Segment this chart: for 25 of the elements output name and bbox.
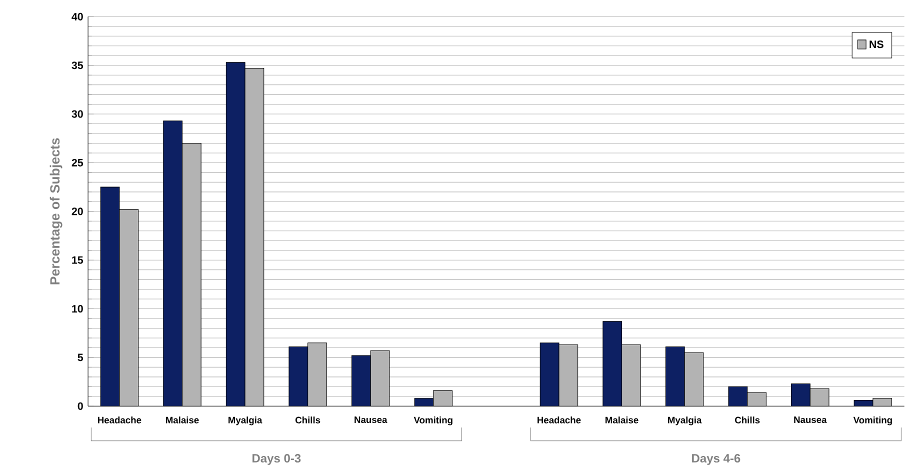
y-tick-label: 10 bbox=[72, 304, 83, 312]
x-tick-label: Myalgia bbox=[668, 416, 702, 426]
y-tick-label: 25 bbox=[72, 158, 84, 166]
x-tick-label: Malaise bbox=[606, 416, 638, 424]
y-tick-label: 35 bbox=[72, 61, 84, 70]
y-axis-title: Percentage of Subjects bbox=[50, 138, 62, 284]
y-tick-label: 0 bbox=[78, 402, 83, 410]
x-tick-label: Vomiting bbox=[853, 416, 892, 426]
x-tick-label: Nausea bbox=[794, 416, 827, 423]
x-tick-label: Malaise bbox=[166, 416, 199, 424]
y-tick-label: 20 bbox=[72, 208, 83, 216]
y-tick-label: 15 bbox=[72, 256, 84, 264]
y-tick-label: 5 bbox=[78, 354, 84, 362]
legend-label: NS bbox=[870, 40, 884, 48]
x-tick-label: Headache bbox=[98, 416, 142, 424]
text: Days 0-3 bbox=[252, 454, 301, 465]
x-tick-label: Headache bbox=[538, 416, 581, 424]
x-tick-label: Nausea bbox=[354, 416, 388, 423]
text: Days 4-6 bbox=[692, 454, 740, 465]
x-tick-label: Chills bbox=[295, 416, 320, 424]
y-tick-label: 30 bbox=[72, 110, 83, 118]
x-tick-label: Vomiting bbox=[414, 416, 452, 426]
x-tick-label: Chills bbox=[735, 416, 760, 424]
x-tick-label: Myalgia bbox=[228, 416, 262, 426]
y-tick-label: 40 bbox=[72, 12, 83, 20]
